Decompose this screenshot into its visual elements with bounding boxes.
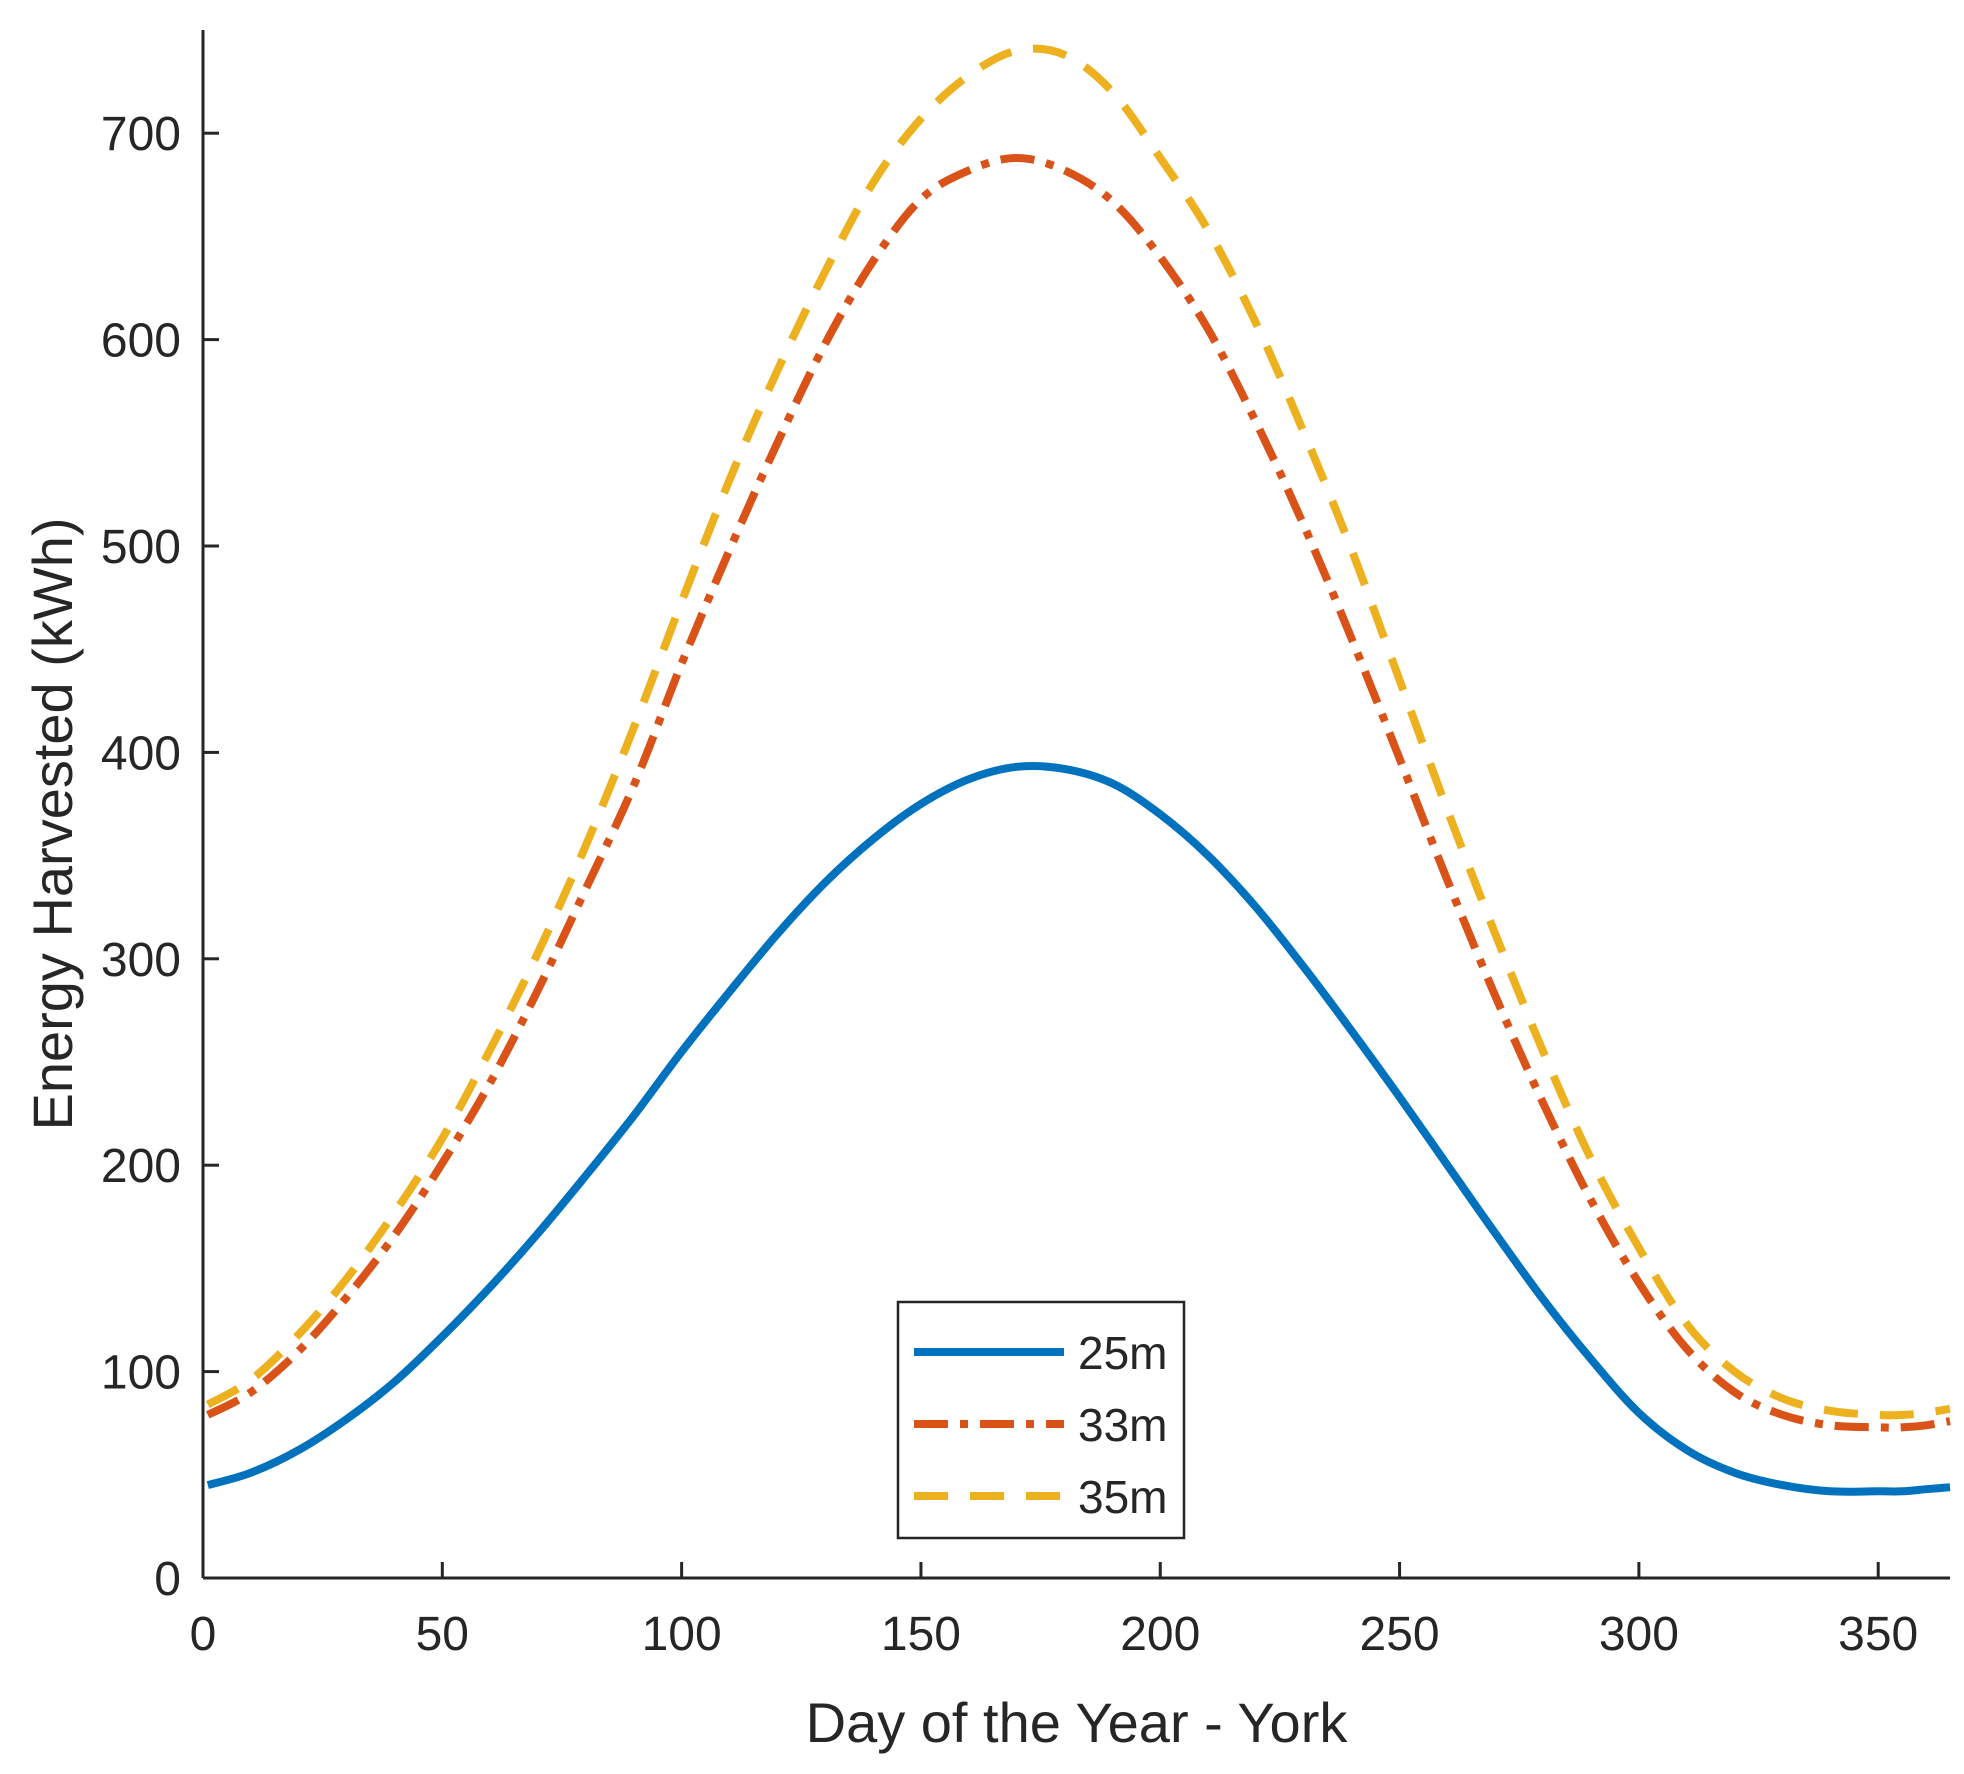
y-tick-label: 100: [101, 1347, 181, 1400]
y-tick-label: 600: [101, 315, 181, 368]
legend: 25m 33m 35m: [896, 1300, 1186, 1540]
x-tick-label: 200: [1120, 1608, 1200, 1661]
x-tick-label: 300: [1599, 1608, 1679, 1661]
x-tick-label: 250: [1360, 1608, 1440, 1661]
x-axis-ticks: 0 50 100 150 200 250 300 350: [190, 1562, 1918, 1661]
legend-label-33m: 33m: [1078, 1399, 1167, 1451]
y-tick-label: 200: [101, 1140, 181, 1193]
y-tick-label: 400: [101, 727, 181, 780]
x-tick-label: 0: [190, 1608, 217, 1661]
series-line-35m: [205, 44, 1951, 1420]
x-tick-label: 50: [416, 1608, 469, 1661]
legend-label-25m: 25m: [1078, 1327, 1167, 1379]
x-tick-label: 150: [881, 1608, 961, 1661]
x-axis-title: Day of the Year - York: [806, 1691, 1349, 1754]
series-line-33m: [205, 154, 1951, 1432]
y-axis-title: Energy Harvested (kWh): [21, 517, 84, 1130]
y-tick-label: 500: [101, 521, 181, 574]
x-tick-label: 350: [1838, 1608, 1918, 1661]
legend-label-35m: 35m: [1078, 1471, 1167, 1523]
y-tick-label: 700: [101, 108, 181, 161]
series-layer: [205, 44, 1951, 1496]
y-axis-ticks: 0 100 200 300 400 500 600 700: [101, 108, 219, 1606]
axes: [201, 30, 1950, 1580]
x-tick-label: 100: [642, 1608, 722, 1661]
y-tick-label: 300: [101, 934, 181, 987]
series-line-25m: [206, 762, 1951, 1496]
y-tick-label: 0: [154, 1553, 181, 1606]
